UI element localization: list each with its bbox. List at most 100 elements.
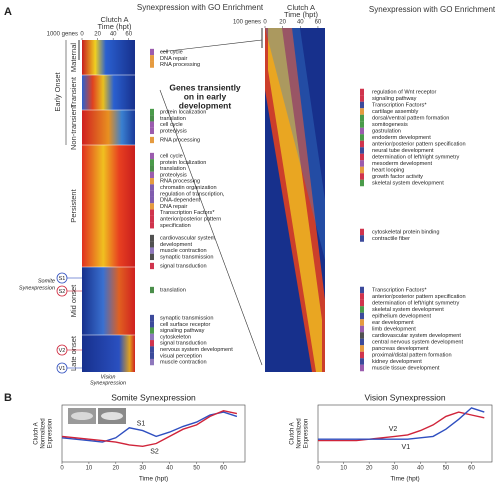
go-term: cytoskeleton — [160, 334, 191, 340]
x-tick-label: 10 — [340, 466, 347, 472]
go-bar — [360, 345, 364, 352]
heatmap-tick-label: 60 — [315, 20, 322, 26]
go-bar — [150, 136, 154, 144]
go-term: dorsal/ventral pattern formation — [372, 115, 449, 121]
go-term: somitogenesis — [372, 122, 408, 128]
go-term: proteolysis — [160, 128, 187, 134]
go-term: signal transduction — [160, 263, 207, 269]
go-term: pancreas development — [372, 346, 429, 352]
heatmap-tick-label: 40 — [297, 20, 304, 26]
go-bar — [360, 101, 364, 109]
right-heatmap — [265, 28, 325, 372]
go-term: visual perception — [160, 353, 202, 359]
go-bar — [360, 147, 364, 154]
y-axis-label: Clutch A — [34, 422, 40, 444]
go-bar — [150, 48, 154, 56]
scale-label: 1000 genes — [47, 32, 78, 38]
x-tick-label: 40 — [417, 466, 424, 472]
go-bar — [150, 171, 154, 179]
section-title: Synexpression with GO Enrichment — [369, 5, 496, 14]
go-term: growth factor activity — [372, 174, 423, 180]
go-bar — [360, 134, 364, 141]
go-bar — [150, 327, 154, 334]
plot-frame — [317, 404, 493, 463]
go-term: Transcription Factors* — [160, 210, 215, 216]
vision-label: Vision — [101, 374, 116, 380]
go-term: heart looping — [372, 167, 404, 173]
go-bar — [360, 173, 364, 180]
go-term: ear development — [372, 320, 414, 326]
go-term: specification — [160, 223, 191, 229]
callout-text: Genes transiently — [169, 82, 241, 92]
y-axis-label: Expression — [304, 419, 310, 449]
go-bar — [150, 352, 154, 359]
go-term: endoderm development — [372, 135, 431, 141]
row-label: Non-transient — [69, 104, 78, 150]
go-bar — [360, 351, 364, 359]
go-bar — [150, 286, 154, 294]
go-bar — [150, 358, 154, 366]
somite-label: Synexpression — [19, 285, 55, 291]
go-term: kidney development — [372, 359, 422, 365]
go-bar — [360, 332, 364, 339]
left-heatmap — [82, 40, 135, 372]
heatmap-header: Clutch A — [287, 3, 315, 12]
inset-embryo — [71, 412, 93, 420]
go-term: anterior/posterior pattern specification — [372, 294, 466, 300]
go-term: anterior/posterior pattern — [160, 216, 221, 222]
go-term: mesoderm development — [372, 161, 432, 167]
go-bar — [360, 364, 364, 372]
go-term: gastrulation — [372, 128, 401, 134]
heatmap-tick-label: 20 — [94, 32, 101, 38]
go-bar — [150, 346, 154, 353]
series-label: V1 — [402, 444, 411, 451]
go-term: cartilage assembly — [372, 109, 419, 115]
go-bar — [360, 140, 364, 148]
go-bar — [360, 179, 364, 187]
heatmap-block — [82, 267, 135, 335]
heatmap-block — [82, 335, 135, 372]
go-bar — [360, 319, 364, 326]
go-term: regulation of transcription, — [160, 191, 225, 197]
y-axis-label: Normalized — [41, 418, 47, 448]
go-bar — [150, 159, 154, 166]
go-bar — [150, 222, 154, 229]
y-axis-label: Expression — [48, 419, 54, 449]
go-term: skeletal system development — [372, 307, 444, 313]
x-tick-label: 60 — [468, 466, 475, 472]
heatmap-block — [82, 110, 135, 145]
callout-line — [159, 89, 263, 366]
heatmap-block — [82, 40, 135, 75]
series-line — [61, 409, 238, 448]
go-bar — [360, 95, 364, 102]
go-term: cytoskeletal protein binding — [372, 229, 439, 235]
go-bar — [360, 358, 364, 365]
go-bar — [360, 312, 364, 320]
go-bar — [150, 333, 154, 341]
heatmap-block — [82, 145, 135, 267]
heatmap-band — [268, 28, 322, 372]
go-bar — [360, 338, 364, 346]
plot-frame — [61, 404, 246, 463]
marker-label: S2 — [59, 289, 66, 295]
callout-line — [159, 39, 263, 53]
go-bar — [150, 314, 154, 322]
x-axis-label: Time (hpt) — [390, 476, 419, 483]
x-tick-label: 20 — [366, 466, 373, 472]
go-bar — [360, 121, 364, 128]
go-term: cell surface receptor — [160, 322, 211, 328]
go-bar — [150, 165, 154, 172]
y-axis-label: Normalized — [297, 418, 303, 448]
go-term: translation — [160, 116, 186, 122]
go-bar — [360, 299, 364, 307]
heatmap-shade — [265, 28, 325, 260]
go-bar — [360, 228, 364, 236]
go-bar — [360, 166, 364, 174]
go-bar — [360, 306, 364, 313]
go-term: Transcription Factors* — [372, 287, 427, 293]
heatmap-tick-label: 60 — [125, 32, 132, 38]
go-bar — [150, 55, 154, 62]
go-bar — [150, 209, 154, 216]
go-bar — [150, 152, 154, 160]
